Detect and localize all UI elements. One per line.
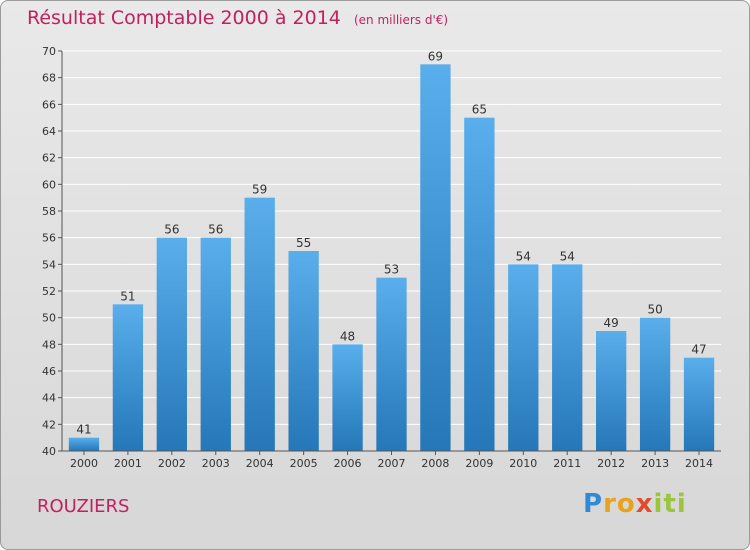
logo-part: iti (653, 489, 687, 519)
proxiti-logo: Proxiti (583, 489, 687, 519)
bars: 41 51 56 56 59 55 48 53 69 65 54 54 49 50 47 (68, 49, 715, 452)
data-label: 47 (691, 343, 706, 357)
bar (464, 117, 495, 452)
y-tick-label: 54 (42, 258, 56, 271)
bar (508, 264, 539, 451)
x-tick-label: 2012 (597, 457, 625, 470)
y-tick-label: 40 (42, 445, 56, 458)
bar (420, 64, 451, 452)
chart-unit: (en milliers d'€) (353, 13, 449, 27)
place-name: ROUZIERS (37, 496, 130, 517)
bar (332, 344, 363, 451)
bar (288, 251, 319, 451)
x-tick-label: 2013 (641, 457, 669, 470)
bar (200, 237, 231, 451)
x-tick-label: 2008 (421, 457, 449, 470)
bar (639, 317, 671, 451)
data-label: 55 (296, 236, 311, 250)
y-tick-label: 62 (42, 152, 56, 165)
x-tick-label: 2011 (553, 457, 581, 470)
data-label: 54 (560, 249, 575, 263)
axes: 40 42 44 46 48 50 52 54 56 58 60 62 64 66 68 70 2000 2001… (42, 45, 721, 470)
logo-part: P (583, 489, 604, 519)
x-tick-label: 2007 (378, 457, 406, 470)
x-tick-label: 2009 (465, 457, 493, 470)
data-label: 56 (208, 223, 223, 237)
y-tick-label: 48 (42, 338, 56, 351)
y-tick-label: 70 (42, 45, 56, 58)
bar (244, 197, 275, 451)
bar (156, 237, 187, 451)
data-label: 53 (384, 263, 399, 277)
x-tick-label: 2006 (334, 457, 362, 470)
bar (596, 331, 627, 451)
y-tick-label: 46 (42, 365, 56, 378)
y-tick-label: 42 (42, 418, 56, 431)
y-tick-label: 68 (42, 72, 56, 85)
data-label: 41 (76, 423, 91, 437)
x-tick-label: 2003 (202, 457, 230, 470)
x-tick-label: 2002 (158, 457, 186, 470)
x-tick-label: 2014 (685, 457, 713, 470)
chart-title-text: Résultat Comptable 2000 à 2014 (27, 7, 341, 29)
data-label: 54 (516, 249, 531, 263)
x-tick-label: 2000 (70, 457, 98, 470)
x-tick-label: 2001 (114, 457, 142, 470)
y-tick-label: 44 (42, 392, 56, 405)
y-tick-label: 58 (42, 205, 56, 218)
data-label: 59 (252, 183, 267, 197)
data-label: 65 (472, 103, 487, 117)
bar (552, 264, 583, 451)
data-label: 50 (647, 303, 662, 317)
x-tick-label: 2004 (246, 457, 274, 470)
data-label: 49 (604, 316, 619, 330)
bar (68, 437, 100, 451)
x-tick-label: 2005 (290, 457, 318, 470)
y-tick-label: 56 (42, 232, 56, 245)
y-tick-label: 60 (42, 178, 56, 191)
logo-part: x (635, 489, 654, 519)
bar (376, 277, 407, 451)
bar (683, 357, 715, 451)
data-label: 69 (428, 49, 443, 63)
chart-title: Résultat Comptable 2000 à 2014 (en milli… (27, 7, 448, 29)
y-tick-label: 64 (42, 125, 56, 138)
data-label: 56 (164, 223, 179, 237)
bar (112, 304, 144, 451)
data-label: 51 (120, 289, 135, 303)
y-tick-label: 66 (42, 98, 56, 111)
x-tick-label: 2010 (509, 457, 537, 470)
y-tick-label: 52 (42, 285, 56, 298)
y-tick-label: 50 (42, 312, 56, 325)
data-label: 48 (340, 329, 355, 343)
logo-part: ro (603, 489, 636, 519)
